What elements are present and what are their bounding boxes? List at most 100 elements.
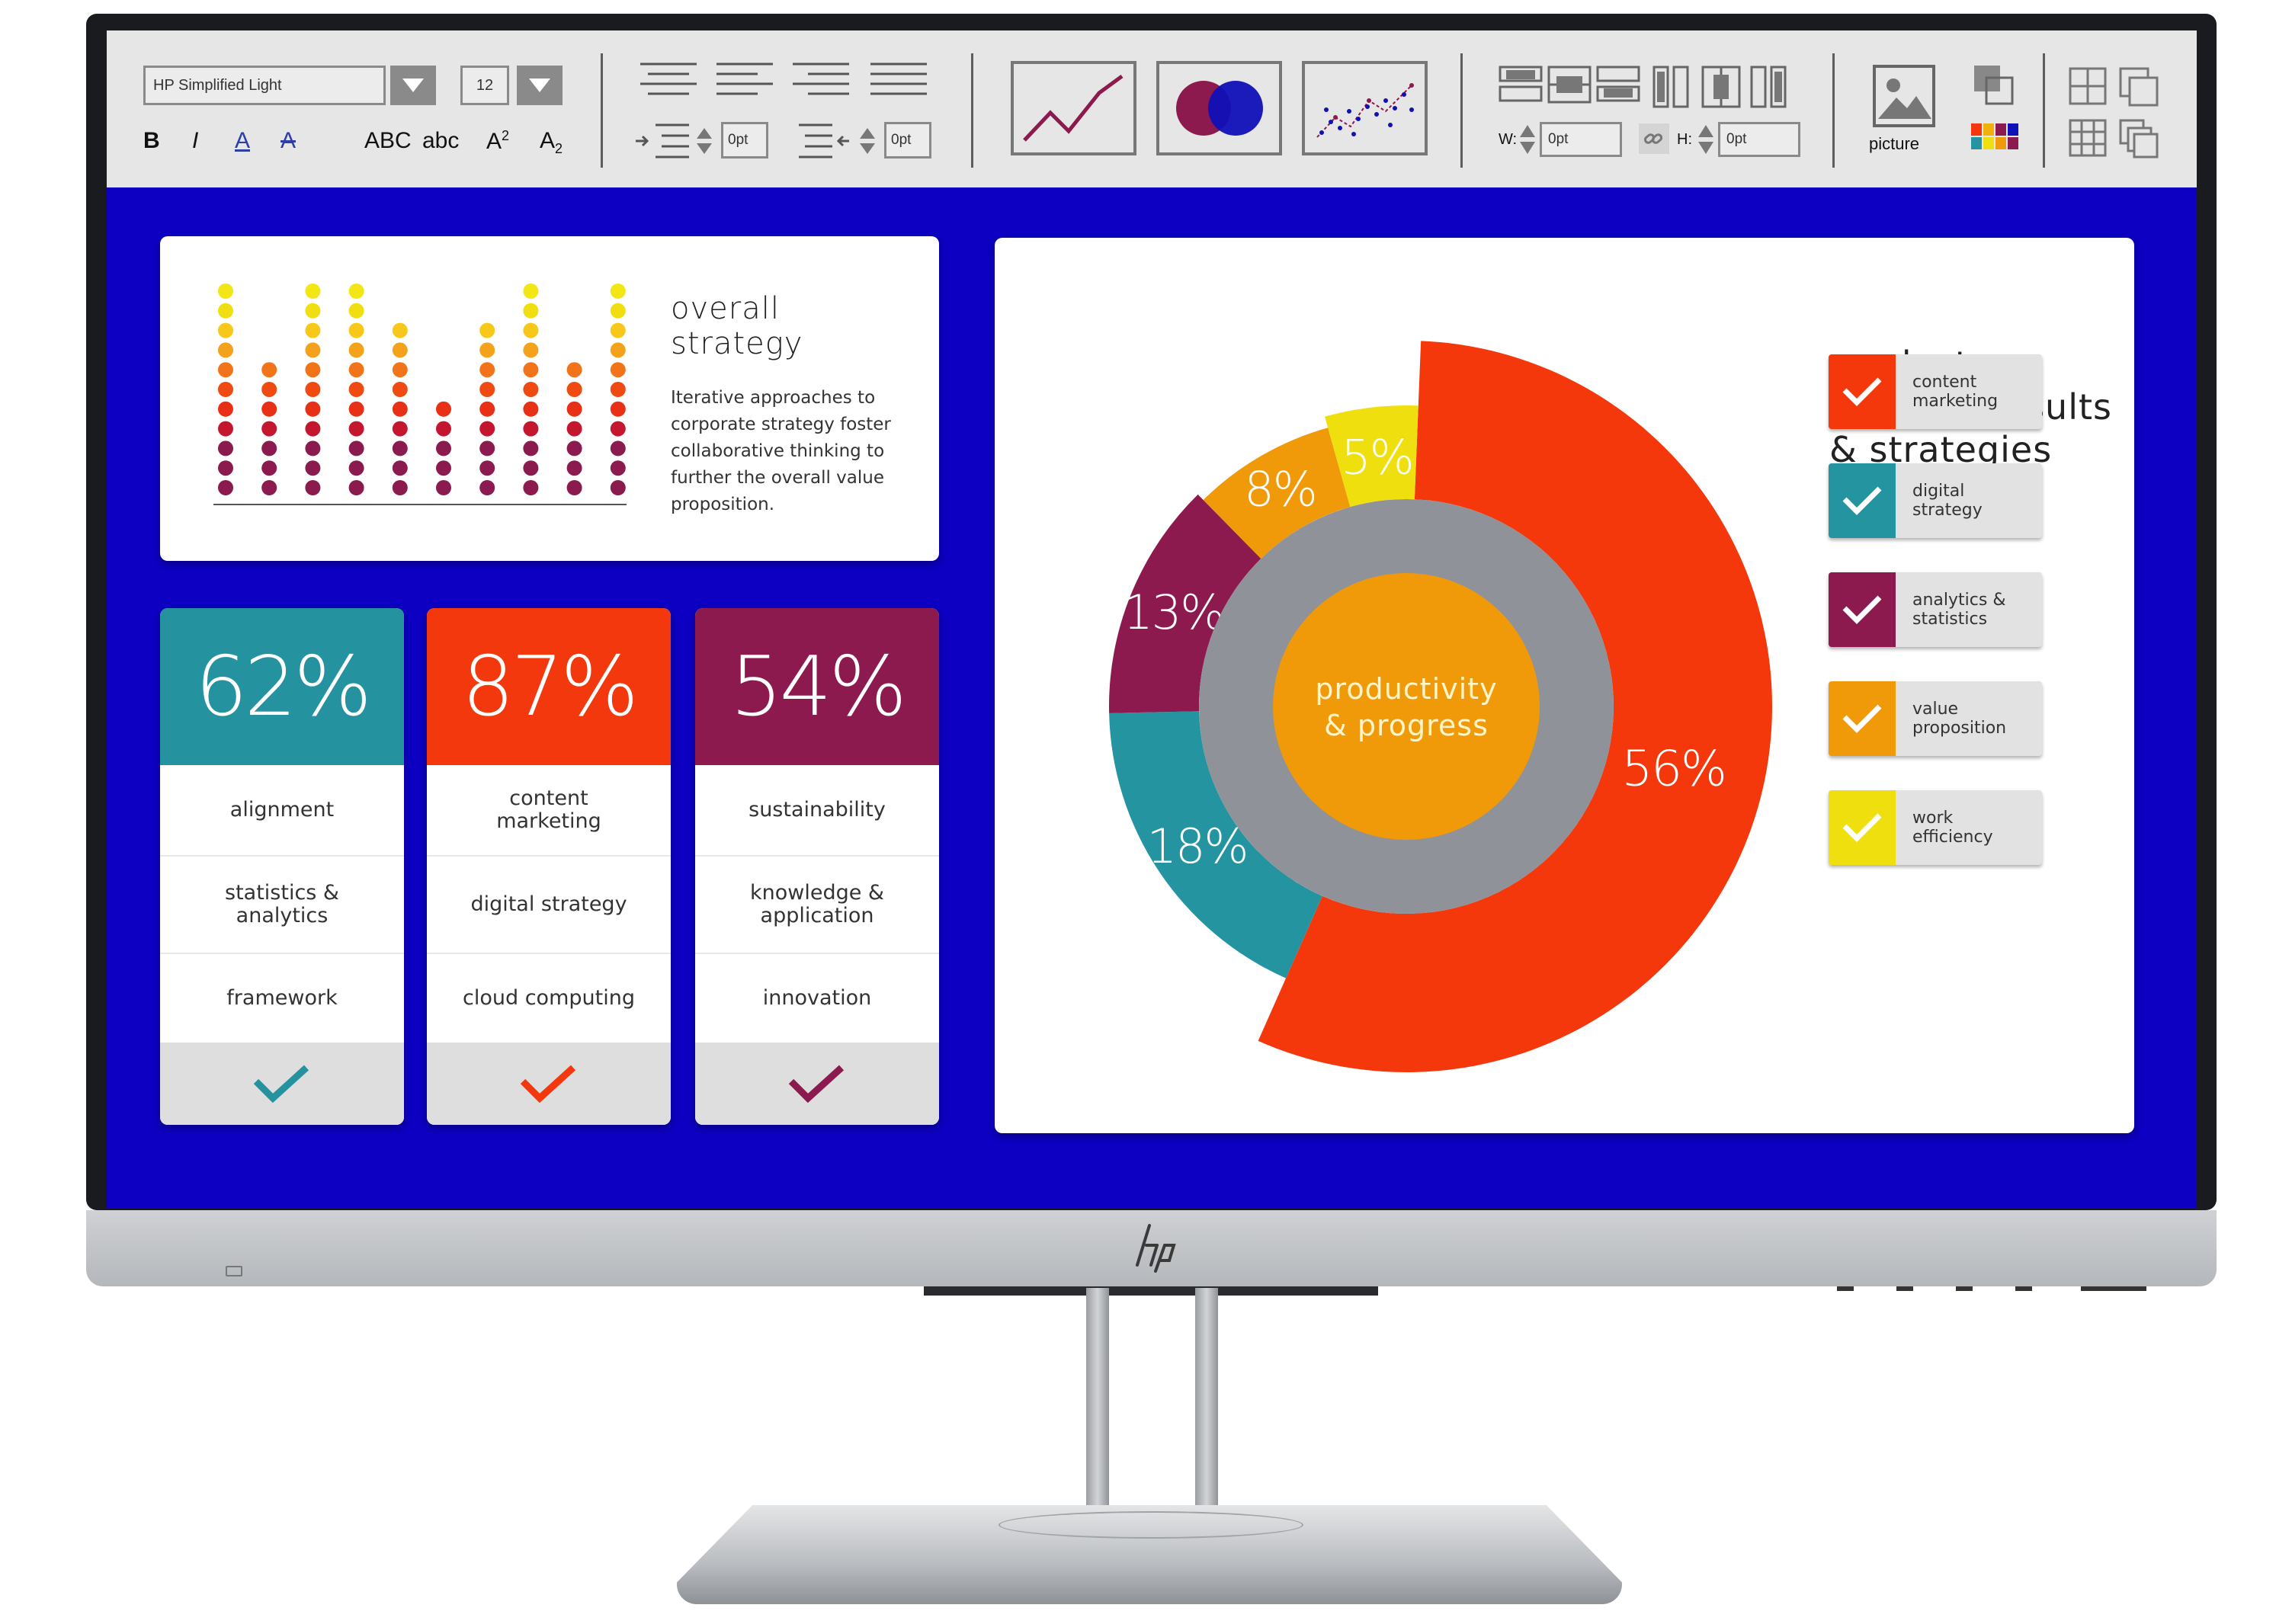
donut-slice-label: 8% — [1244, 462, 1316, 517]
legend-item[interactable]: value proposition — [1829, 681, 2042, 756]
kpi-item: innovation — [695, 953, 939, 1043]
dot-bar-chart — [213, 283, 627, 505]
legend-item[interactable]: analytics & statistics — [1829, 572, 2042, 647]
uppercase-button[interactable]: ABC — [364, 128, 412, 153]
venn-chart-button[interactable] — [1156, 61, 1282, 155]
dot-mark — [479, 421, 495, 437]
kpi-card: 87% content marketing digital strategy clou… — [427, 608, 671, 1125]
dot-mark — [348, 460, 364, 476]
width-label: W: — [1499, 131, 1518, 148]
color-palette-icon[interactable] — [1971, 123, 2018, 151]
dot-mark — [218, 382, 233, 397]
dot-mark — [392, 342, 408, 358]
kpi-item: statistics & analytics — [160, 855, 404, 953]
duplicate-icon[interactable] — [2119, 67, 2159, 107]
width-field[interactable]: 0pt — [1540, 122, 1622, 157]
dot-mark — [523, 480, 539, 495]
width-stepper-icon[interactable] — [1518, 120, 1537, 159]
bold-button[interactable]: B — [143, 128, 160, 153]
donut-slice — [1109, 711, 1322, 979]
venn-diagram-icon — [1176, 81, 1263, 136]
donut-chart: 56% 18% 13% 8% 5% productivity& progress — [1109, 341, 1772, 1073]
kpi-item: content marketing — [496, 786, 601, 833]
font-dropdown-button[interactable] — [390, 66, 436, 105]
dot-mark — [566, 480, 582, 495]
donut-slice — [1109, 494, 1261, 713]
picture-label[interactable]: picture — [1869, 134, 1920, 153]
font-size-dropdown-button[interactable] — [517, 66, 563, 105]
dot-mark — [218, 460, 233, 476]
kpi-check-button[interactable] — [695, 1043, 939, 1125]
distribute-right-icon[interactable] — [1750, 66, 1790, 108]
legend-swatch — [1829, 681, 1896, 756]
checkmark-icon — [1842, 595, 1882, 624]
dot-mark — [436, 440, 451, 456]
legend-item[interactable]: digital strategy — [1829, 463, 2042, 538]
align-right-icon[interactable] — [793, 61, 849, 99]
strategy-description: Iterative approaches to corporate strate… — [671, 388, 891, 514]
dot-mark — [523, 421, 539, 437]
dot-mark — [479, 460, 495, 476]
align-top-icon[interactable] — [1499, 66, 1543, 104]
kpi-item: alignment — [229, 798, 335, 822]
legend-item[interactable]: work efficiency — [1829, 790, 2042, 865]
height-field[interactable]: 0pt — [1718, 122, 1800, 157]
indent-icon[interactable] — [636, 120, 727, 162]
outdent-icon[interactable] — [799, 120, 890, 162]
dot-mark — [392, 322, 408, 338]
dot-mark — [523, 303, 539, 319]
donut-slice — [1325, 405, 1418, 508]
height-stepper-icon[interactable] — [1697, 120, 1715, 159]
superscript-button[interactable]: A2 — [486, 128, 509, 155]
layers-icon[interactable] — [2119, 119, 2159, 159]
dot-mark — [523, 283, 539, 299]
align-middle-icon[interactable] — [1547, 66, 1592, 104]
dot-mark — [523, 342, 539, 358]
dot-mark — [348, 382, 364, 397]
subscript-mark: 2 — [555, 141, 563, 156]
dot-mark — [479, 440, 495, 456]
lowercase-button[interactable]: abc — [422, 128, 460, 153]
scatter-chart-button[interactable] — [1302, 61, 1428, 155]
distribute-center-icon[interactable] — [1701, 66, 1741, 108]
picture-icon[interactable] — [1872, 64, 1936, 128]
dot-mark — [610, 480, 626, 495]
italic-button[interactable]: I — [192, 128, 199, 153]
dot-mark — [479, 480, 495, 495]
dot-mark — [305, 362, 321, 378]
legend-swatch — [1829, 790, 1896, 865]
line-chart-button[interactable] — [1011, 61, 1136, 155]
align-center-icon[interactable] — [716, 61, 773, 99]
strikethrough-button[interactable]: A — [280, 128, 297, 153]
justify-icon[interactable] — [870, 61, 927, 99]
kpi-check-button[interactable] — [160, 1043, 404, 1125]
dot-mark — [610, 322, 626, 338]
donut-slice-label: 56% — [1622, 742, 1726, 798]
align-bottom-icon[interactable] — [1596, 66, 1640, 104]
screen: HP Simplified Light 12 B I A A ABC abc A… — [107, 30, 2197, 1208]
monitor-chin — [86, 1210, 2217, 1286]
grid-2x2-icon[interactable] — [2069, 67, 2107, 105]
arrange-icon[interactable] — [1973, 64, 2015, 107]
distribute-left-icon[interactable] — [1652, 66, 1692, 108]
align-left-icon[interactable] — [640, 61, 697, 99]
donut-center-label: productivity — [1315, 672, 1497, 706]
underline-button[interactable]: A — [235, 128, 251, 153]
indent-right-field[interactable]: 0pt — [884, 122, 931, 159]
dot-mark — [392, 460, 408, 476]
kpi-check-button[interactable] — [427, 1043, 671, 1125]
dot-mark — [348, 401, 364, 417]
dot-mark — [305, 283, 321, 299]
grid-3x3-icon[interactable] — [2069, 119, 2107, 157]
dot-mark — [566, 421, 582, 437]
legend-item[interactable]: content marketing — [1829, 354, 2042, 429]
checkmark-icon — [1842, 377, 1882, 406]
dot-mark — [392, 480, 408, 495]
toolbar: HP Simplified Light 12 B I A A ABC abc A… — [107, 30, 2197, 187]
lock-aspect-icon[interactable] — [1639, 123, 1669, 154]
font-name-field[interactable]: HP Simplified Light — [143, 66, 386, 105]
subscript-button[interactable]: A2 — [540, 128, 563, 157]
indent-left-field[interactable]: 0pt — [721, 122, 768, 159]
monitor-buttons[interactable] — [1837, 1286, 2157, 1292]
font-size-field[interactable]: 12 — [460, 66, 509, 105]
